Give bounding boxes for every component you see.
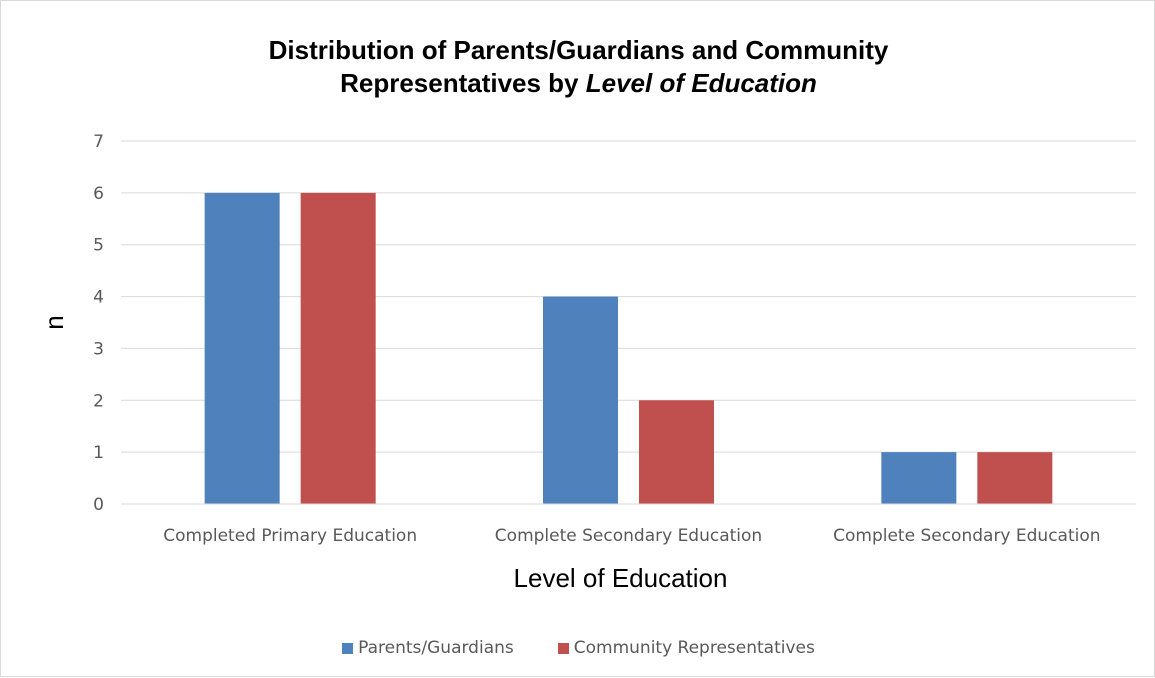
x-category-label: Completed Primary Education <box>163 526 417 546</box>
bar-community-representatives-1 <box>639 400 714 504</box>
legend-item: Community Representatives <box>557 638 815 658</box>
bar-community-representatives-0 <box>300 192 376 504</box>
legend-label: Community Representatives <box>573 638 815 658</box>
y-axis-ticks: 0 1 2 3 4 5 6 7 <box>93 132 104 515</box>
y-tick-label: 6 <box>93 184 104 204</box>
chart-title-line2: Representatives by <box>340 68 586 98</box>
y-tick-label: 1 <box>93 443 104 463</box>
legend-swatch <box>342 642 354 654</box>
bar-community-representatives-2 <box>977 452 1053 504</box>
y-tick-label: 0 <box>93 495 104 515</box>
bar-parents-guardians-2 <box>881 452 957 504</box>
bars <box>204 192 1053 504</box>
legend: Parents/Guardians Community Representativ… <box>1 638 1155 658</box>
chart-title-line1: Distribution of Parents/Guardians and Co… <box>268 35 889 65</box>
y-tick-label: 3 <box>93 339 104 359</box>
x-category-label: Complete Secondary Education <box>495 526 762 546</box>
x-axis-categories: Completed Primary Education Complete Seco… <box>163 526 1100 546</box>
legend-item: Parents/Guardians <box>342 638 514 658</box>
bar-parents-guardians-0 <box>204 192 280 504</box>
y-tick-label: 7 <box>93 132 104 152</box>
gridlines <box>121 140 1136 453</box>
bar-parents-guardians-1 <box>543 296 618 504</box>
x-category-label: Complete Secondary Education <box>833 526 1100 546</box>
y-tick-label: 2 <box>93 391 104 411</box>
chart-title-emphasis: Level of Education <box>585 68 817 98</box>
legend-label: Parents/Guardians <box>358 638 514 658</box>
x-axis-title: Level of Education <box>514 563 728 593</box>
y-tick-label: 5 <box>93 236 104 256</box>
y-tick-label: 4 <box>93 288 104 308</box>
legend-swatch <box>557 642 569 654</box>
chart-title: Distribution of Parents/Guardians and Co… <box>1 34 1155 100</box>
y-axis-title: n <box>39 315 69 329</box>
